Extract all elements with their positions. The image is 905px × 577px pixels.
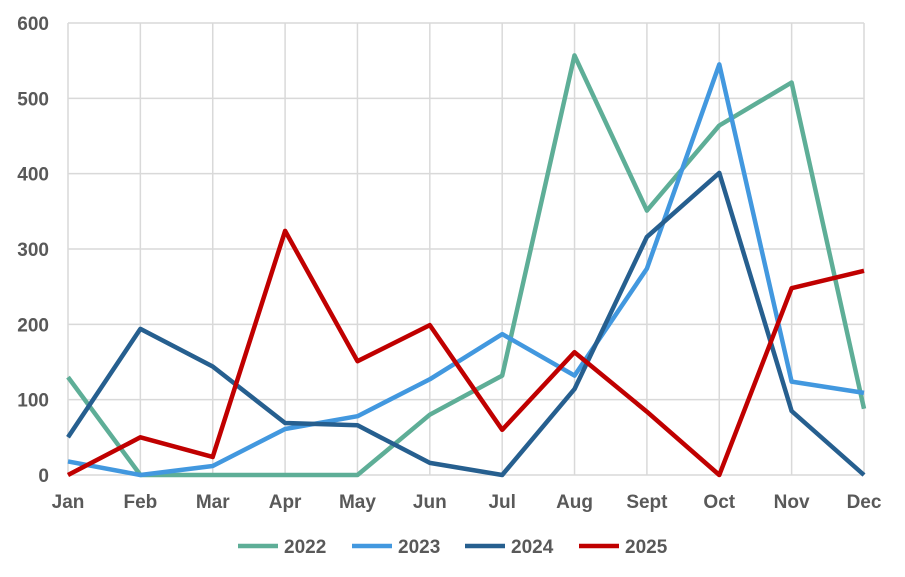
- x-tick-label-sept: Sept: [626, 492, 668, 513]
- legend-label-2025: 2025: [625, 537, 668, 558]
- y-tick-label-400: 400: [17, 165, 49, 186]
- x-tick-label-jul: Jul: [488, 492, 515, 513]
- legend-label-2023: 2023: [398, 537, 440, 558]
- legend: 2022 2023 2024 2025: [238, 537, 668, 558]
- x-tick-label-dec: Dec: [847, 492, 882, 513]
- x-tick-label-mar: Mar: [196, 492, 230, 513]
- x-tick-label-aug: Aug: [556, 492, 593, 513]
- x-axis-tick-labels: Jan Feb Mar Apr May Jun Jul Aug Sept Oct Nov Dec: [52, 492, 882, 513]
- x-tick-label-oct: Oct: [703, 492, 735, 513]
- y-tick-label-100: 100: [17, 391, 49, 412]
- y-tick-label-300: 300: [17, 240, 49, 261]
- x-tick-label-jan: Jan: [52, 492, 85, 513]
- x-tick-label-may: May: [339, 492, 376, 513]
- y-tick-label-600: 600: [17, 14, 49, 35]
- legend-label-2022: 2022: [284, 537, 326, 558]
- y-tick-label-500: 500: [17, 89, 49, 110]
- y-axis-tick-labels: 0 100 200 300 400 500 600: [17, 14, 49, 487]
- x-tick-label-apr: Apr: [269, 492, 302, 513]
- legend-label-2024: 2024: [511, 537, 554, 558]
- x-tick-label-jun: Jun: [413, 492, 447, 513]
- series-line-2024: [66, 170, 866, 478]
- series-line-2025: [66, 228, 865, 478]
- x-tick-label-feb: Feb: [123, 492, 157, 513]
- series-lines: [66, 53, 867, 478]
- series-line-2023: [67, 62, 865, 478]
- y-tick-label-0: 0: [38, 466, 49, 487]
- y-tick-label-200: 200: [17, 315, 49, 336]
- gridlines: [67, 22, 865, 476]
- x-tick-label-nov: Nov: [774, 492, 810, 513]
